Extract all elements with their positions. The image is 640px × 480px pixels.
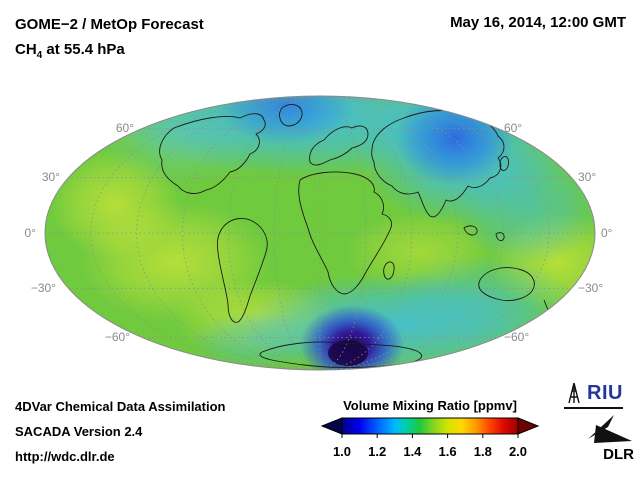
dlr-emblem-icon: [588, 415, 632, 443]
colorbar-tick-label: 1.6: [438, 444, 457, 459]
antenna-icon: [568, 382, 580, 404]
credits: 4DVar Chemical Data Assimilation SACADA …: [15, 399, 226, 474]
lat-label-30n-left: 30°: [41, 170, 60, 184]
colorbar-tick-label: 2.0: [508, 444, 528, 459]
colorbar-tick-label: 1.8: [473, 444, 492, 459]
dlr-logo: DLR: [576, 415, 634, 463]
colorbar-under-arrow: [320, 417, 343, 435]
colorbar-tick-label: 1.2: [368, 444, 387, 459]
pressure-level: at 55.4 hPa: [42, 41, 125, 58]
riu-logo: RIU: [564, 381, 623, 409]
colorbar-over-arrow: [517, 417, 540, 435]
lat-label-60n-left: 60°: [115, 121, 134, 135]
chem-symbol: CH: [15, 41, 37, 58]
credit-line-url: http://wdc.dlr.de: [15, 449, 115, 464]
credit-line-version: SACADA Version 2.4: [15, 424, 143, 439]
chem-subscript: 4: [36, 50, 43, 61]
lat-label-60n-right: 60°: [504, 121, 523, 135]
colorbar-gradient: [320, 417, 540, 438]
lat-label-30s-right: −30°: [578, 281, 604, 295]
credit-line-assimilation: 4DVar Chemical Data Assimilation: [15, 399, 226, 414]
dlr-logo-text: DLR: [603, 446, 634, 463]
figure-datetime: May 16, 2014, 12:00 GMT: [450, 14, 626, 31]
map-outline: [44, 95, 596, 371]
colorbar: Volume Mixing Ratio [ppmv]: [318, 398, 542, 459]
lat-label-60s-left: −60°: [104, 330, 130, 344]
lat-label-0-left: 0°: [24, 226, 36, 240]
title-line1: GOME−2 / MetOp Forecast: [15, 16, 204, 33]
lat-label-0-right: 0°: [601, 226, 613, 240]
lat-label-30s-left: −30°: [30, 281, 56, 295]
figure-title: GOME−2 / MetOp Forecast CH4 at 55.4 hPa: [15, 12, 204, 68]
colorbar-tick-marks: [341, 434, 519, 438]
colorbar-title: Volume Mixing Ratio [ppmv]: [343, 398, 517, 413]
colorbar-tick-label: 1.4: [403, 444, 422, 459]
lat-label-60s-right: −60°: [504, 330, 530, 344]
lat-label-30n-right: 30°: [578, 170, 597, 184]
riu-logo-text: RIU: [587, 381, 623, 404]
title-line2: CH4 at 55.4 hPa: [15, 37, 204, 68]
colorbar-tick-label: 1.0: [332, 444, 352, 459]
